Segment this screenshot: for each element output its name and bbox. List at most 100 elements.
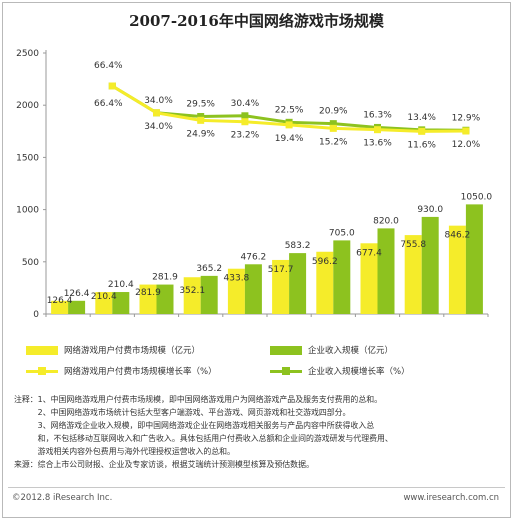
bar-enterprise-revenue [68, 300, 86, 314]
legend-line-enterprise-growth: 企业收入规模增长率（%） [270, 365, 410, 377]
legend-swatch-yellow-line [26, 366, 58, 376]
legend-label: 企业收入规模增长率（%） [308, 367, 410, 377]
bar-user-payment [227, 268, 245, 314]
bar-label-enterprise-revenue: 281.9 [152, 273, 178, 283]
y-tick-label: 2500 [16, 49, 39, 59]
source-line: 来源：综合上市公司财报、企业及专家访谈，根据艾瑞统计预测模型核算及预估数据。 [14, 460, 314, 469]
growth-user-payment-label: 15.2% [319, 137, 348, 147]
note-line: 2、中国网络游戏市场统计包括大型客户端游戏、平台游戏、网页游戏和社交游戏四部分。 [14, 408, 351, 417]
bar-user-payment [448, 225, 466, 314]
growth-user-payment-marker [197, 116, 205, 124]
bar-label-user-payment: 126.4 [47, 296, 73, 306]
growth-enterprise-label: 34.0% [144, 96, 173, 106]
y-tick-label: 1500 [16, 153, 39, 163]
bar-enterprise-revenue [377, 228, 395, 314]
bar-user-payment [51, 300, 69, 314]
bar-user-payment [95, 292, 113, 314]
bar-enterprise-revenue [112, 292, 130, 314]
bar-enterprise-revenue [156, 284, 174, 314]
bar-enterprise-revenue [200, 275, 218, 314]
bar-label-enterprise-revenue: 1050.0 [461, 192, 493, 202]
growth-user-payment-label: 66.4% [94, 99, 123, 109]
growth-enterprise-label: 20.9% [319, 107, 348, 117]
bar-label-enterprise-revenue: 210.4 [108, 280, 134, 290]
growth-enterprise-label: 66.4% [94, 61, 123, 71]
bar-label-enterprise-revenue: 930.0 [417, 205, 443, 215]
bar-enterprise-revenue [244, 264, 262, 314]
bar-user-payment [316, 251, 334, 314]
growth-enterprise-label: 16.3% [363, 110, 392, 120]
bar-label-user-payment: 755.8 [400, 240, 426, 250]
legend-label: 网络游戏用户付费市场规模（亿元） [64, 346, 201, 356]
chart-title: 2007-2016年中国网络游戏市场规模 [129, 12, 384, 30]
growth-user-payment-marker [418, 127, 426, 135]
growth-user-payment-label: 13.6% [363, 139, 392, 149]
growth-user-payment-marker [153, 109, 160, 117]
growth-user-payment-marker [374, 126, 381, 134]
growth-user-payment-label: 24.9% [186, 129, 215, 139]
legend-swatch-green-bar [270, 345, 302, 355]
growth-user-payment-marker [108, 82, 116, 90]
bar-user-payment [404, 235, 422, 314]
note-line: 注释：1、中国网络游戏用户付费市场规模，即中国网络游戏用户为网络游戏产品及服务支… [14, 395, 382, 404]
bar-label-user-payment: 210.4 [91, 292, 117, 302]
bar-enterprise-revenue [421, 216, 439, 314]
growth-enterprise-marker [197, 113, 205, 121]
bar-label-user-payment: 352.1 [179, 286, 205, 296]
bar-label-enterprise-revenue: 365.2 [196, 264, 222, 274]
bar-label-enterprise-revenue: 126.4 [64, 289, 90, 299]
bar-label-user-payment: 281.9 [135, 288, 161, 298]
bar-enterprise-revenue [289, 253, 307, 314]
bar-user-payment [360, 243, 378, 314]
website-text: www.iresearch.com.cn [403, 493, 499, 503]
growth-user-payment-label: 23.2% [231, 131, 260, 141]
legend-bar-enterprise-revenue: 企业收入规模（亿元） [270, 344, 393, 356]
legend-swatch-green-line [270, 366, 302, 376]
growth-user-payment-label: 19.4% [275, 134, 304, 144]
growth-user-payment-label: 12.0% [452, 140, 481, 150]
growth-enterprise-label: 12.9% [452, 113, 481, 123]
growth-enterprise-marker [329, 120, 337, 128]
bar-user-payment [183, 277, 201, 314]
note-line: 3、网络游戏企业收入规模，即中国网络游戏企业在网络游戏相关服务与产品内容中所获得… [14, 421, 375, 430]
bar-user-payment [139, 284, 157, 314]
growth-user-payment-marker [462, 127, 470, 135]
legend-label: 企业收入规模（亿元） [308, 346, 394, 356]
y-tick-label: 2000 [16, 101, 39, 111]
legend-label: 网络游戏用户付费市场规模增长率（%） [64, 367, 217, 377]
bar-enterprise-revenue [333, 240, 351, 314]
note-line: 游戏相关内容外包费用与海外代理授权运营收入的总和。 [14, 447, 235, 456]
growth-user-payment-label: 34.0% [144, 122, 173, 132]
growth-user-payment-marker [329, 124, 337, 132]
notes-block: 注释：1、中国网络游戏用户付费市场规模，即中国网络游戏用户为网络游戏产品及服务支… [14, 393, 504, 471]
bar-label-user-payment: 596.2 [312, 257, 338, 267]
bar-label-user-payment: 517.7 [268, 265, 294, 275]
bar-enterprise-revenue [465, 204, 483, 314]
bar-label-user-payment: 677.4 [356, 248, 382, 258]
copyright-text: ©2012.8 iResearch Inc. [12, 493, 113, 503]
growth-user-payment-marker [241, 118, 249, 126]
bar-user-payment [272, 259, 290, 314]
growth-enterprise-label: 30.4% [231, 99, 260, 109]
growth-enterprise-label: 13.4% [407, 113, 436, 123]
y-tick-label: 500 [22, 258, 39, 268]
legend-line-user-payment-growth: 网络游戏用户付费市场规模增长率（%） [26, 365, 217, 377]
y-tick-label: 0 [33, 310, 39, 320]
growth-user-payment-marker [285, 121, 293, 129]
growth-enterprise-label: 29.5% [186, 100, 215, 110]
bar-label-enterprise-revenue: 476.2 [241, 252, 267, 262]
growth-enterprise-marker [241, 112, 249, 120]
bar-label-enterprise-revenue: 583.2 [285, 241, 311, 251]
legend-bar-user-payment: 网络游戏用户付费市场规模（亿元） [26, 344, 200, 356]
footer-divider [8, 487, 505, 488]
bar-label-user-payment: 846.2 [445, 231, 471, 241]
bar-label-user-payment: 433.8 [224, 274, 250, 284]
legend-swatch-yellow-bar [26, 345, 58, 355]
bar-label-enterprise-revenue: 705.0 [329, 228, 355, 238]
growth-user-payment-label: 11.6% [407, 140, 436, 150]
growth-enterprise-label: 22.5% [275, 105, 304, 115]
y-tick-label: 1000 [16, 206, 39, 216]
bar-label-enterprise-revenue: 820.0 [373, 216, 399, 226]
